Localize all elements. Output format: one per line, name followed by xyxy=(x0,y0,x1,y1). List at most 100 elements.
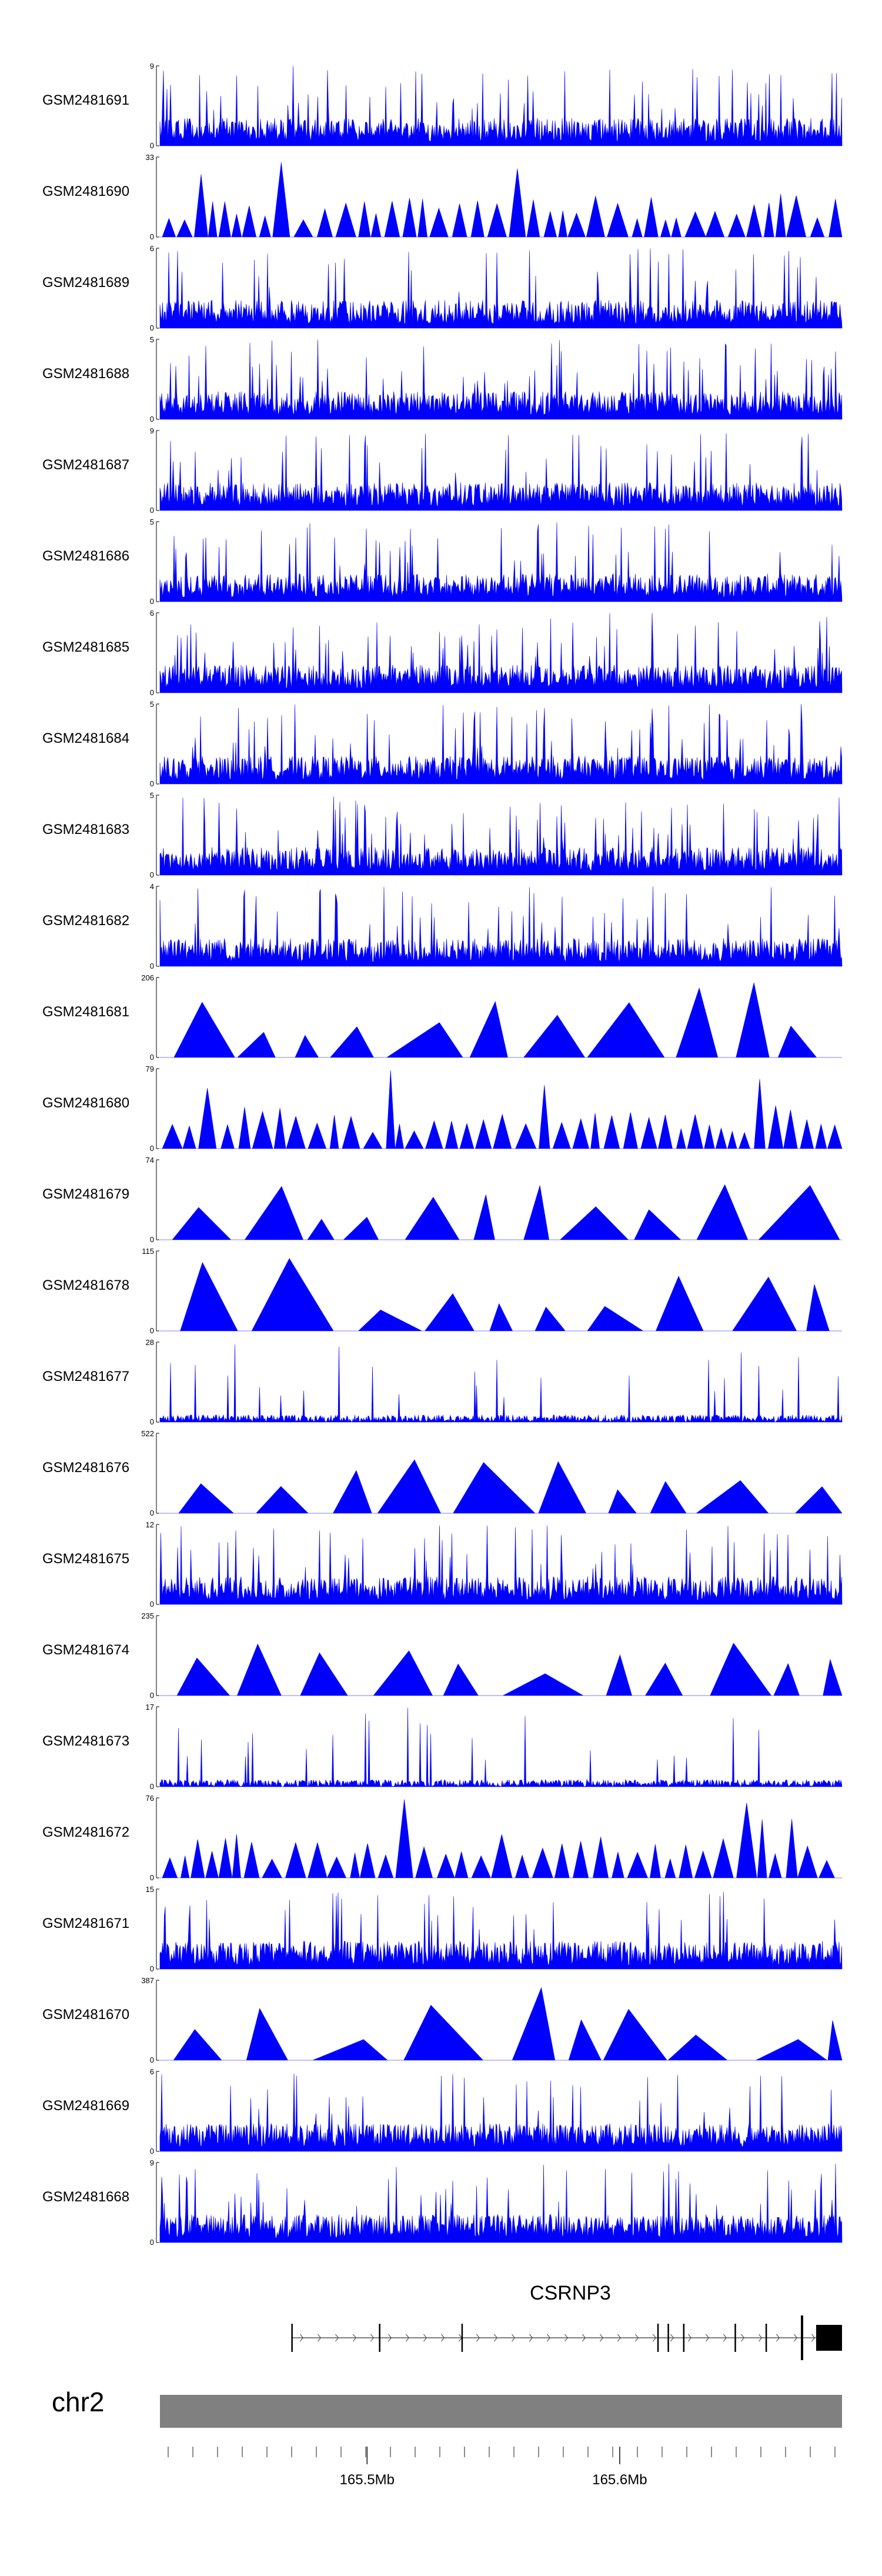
track-label: GSM2481671 xyxy=(42,1916,129,1931)
track-label: GSM2481689 xyxy=(42,275,129,291)
y-min-label: 0 xyxy=(150,1691,154,1700)
exon xyxy=(765,2324,767,2352)
exon xyxy=(291,2324,293,2352)
track-GSM2481681: GSM2481681 206 0 xyxy=(42,973,842,1062)
signal-area xyxy=(159,66,843,146)
strand-arrow xyxy=(476,2334,480,2342)
track-label: GSM2481675 xyxy=(42,1551,129,1567)
track-label: GSM2481668 xyxy=(42,2189,129,2205)
track-GSM2481690: GSM2481690 33 0 xyxy=(42,153,843,241)
strand-arrow xyxy=(599,2334,604,2342)
exon xyxy=(667,2324,669,2352)
ideogram-track: chr2 xyxy=(52,2387,842,2428)
track-GSM2481682: GSM2481682 4 0 xyxy=(42,882,843,970)
exon-3prime xyxy=(816,2325,842,2351)
strand-arrow xyxy=(723,2334,727,2342)
signal-area xyxy=(159,433,843,511)
track-label: GSM2481673 xyxy=(42,1733,129,1749)
y-max-label: 17 xyxy=(146,1703,154,1711)
y-max-label: 5 xyxy=(150,791,154,800)
track-label: GSM2481679 xyxy=(42,1186,129,1202)
track-label: GSM2481678 xyxy=(42,1277,129,1293)
strand-arrow xyxy=(776,2334,780,2342)
y-min-label: 0 xyxy=(150,1600,154,1609)
y-min-label: 0 xyxy=(150,688,154,697)
signal-area xyxy=(159,1707,843,1787)
track-label: GSM2481690 xyxy=(42,183,129,199)
genome-axis: 165.5Mb 165.6Mb xyxy=(168,2447,836,2488)
y-min-label: 0 xyxy=(150,323,154,332)
signal-area xyxy=(160,1643,843,1696)
signal-area xyxy=(159,704,843,785)
y-min-label: 0 xyxy=(150,232,154,241)
signal-area xyxy=(159,1891,843,1970)
signal-area xyxy=(159,522,843,602)
y-min-label: 0 xyxy=(150,962,154,970)
data-tracks: GSM248169190GSM2481690330GSM248168960GSM… xyxy=(42,62,843,2247)
x-tick-label: 165.5Mb xyxy=(340,2472,395,2488)
signal-area xyxy=(159,1525,843,1605)
strand-arrow xyxy=(423,2334,427,2342)
signal-area xyxy=(159,339,843,420)
strand-arrow xyxy=(687,2334,692,2342)
track-label: GSM2481682 xyxy=(42,913,129,929)
y-max-label: 115 xyxy=(142,1247,154,1256)
exon xyxy=(657,2324,659,2352)
track-label: GSM2481686 xyxy=(42,548,129,564)
chromosome-label: chr2 xyxy=(52,2387,104,2417)
track-GSM2481669: GSM2481669 6 0 xyxy=(42,2067,843,2155)
signal-area xyxy=(159,248,843,329)
y-min-label: 0 xyxy=(150,506,154,515)
y-max-label: 5 xyxy=(150,700,154,709)
track-GSM2481677: GSM2481677 28 0 xyxy=(42,1338,843,1426)
y-min-label: 0 xyxy=(150,415,154,423)
y-min-label: 0 xyxy=(150,2238,154,2247)
signal-area xyxy=(159,2163,843,2243)
y-min-label: 0 xyxy=(150,1782,154,1791)
y-min-label: 0 xyxy=(150,1964,154,1973)
signal-area xyxy=(160,1987,843,2061)
track-GSM2481688: GSM2481688 5 0 xyxy=(42,335,843,423)
strand-arrow xyxy=(740,2334,745,2342)
gene-track: CSRNP3 xyxy=(291,2282,842,2360)
track-label: GSM2481676 xyxy=(42,1460,129,1476)
chromosome-bar xyxy=(160,2395,842,2428)
x-tick-label: 165.6Mb xyxy=(592,2472,647,2488)
strand-arrow xyxy=(634,2334,639,2342)
track-label: GSM2481680 xyxy=(42,1095,129,1111)
y-max-label: 4 xyxy=(150,882,154,891)
track-label: GSM2481683 xyxy=(42,822,129,837)
strand-arrow xyxy=(582,2334,586,2342)
exon xyxy=(801,2315,803,2360)
track-GSM2481674: GSM2481674 235 0 xyxy=(42,1611,843,1700)
exon xyxy=(734,2324,736,2352)
strand-arrow xyxy=(793,2334,798,2342)
gene-label: CSRNP3 xyxy=(530,2282,611,2304)
y-min-label: 0 xyxy=(150,141,154,150)
signal-area xyxy=(159,2073,843,2152)
strand-arrow xyxy=(529,2334,533,2342)
signal-area xyxy=(160,1459,843,1514)
strand-arrow xyxy=(405,2334,410,2342)
track-GSM2481676: GSM2481676 522 0 xyxy=(42,1429,843,1517)
signal-area xyxy=(159,1344,843,1423)
track-GSM2481686: GSM2481686 5 0 xyxy=(42,518,843,606)
y-max-label: 79 xyxy=(146,1065,154,1073)
y-min-label: 0 xyxy=(150,1235,154,1244)
track-GSM2481670: GSM2481670 387 0 xyxy=(42,1976,843,2064)
y-max-label: 76 xyxy=(146,1794,154,1803)
signal-area xyxy=(159,796,843,876)
y-min-label: 0 xyxy=(150,1417,154,1426)
y-max-label: 9 xyxy=(150,62,154,71)
track-GSM2481673: GSM2481673 17 0 xyxy=(42,1703,843,1791)
y-min-label: 0 xyxy=(150,1509,154,1517)
y-min-label: 0 xyxy=(150,597,154,606)
y-min-label: 0 xyxy=(150,1326,154,1335)
signal-area xyxy=(160,162,843,238)
track-label: GSM2481677 xyxy=(42,1369,129,1384)
track-GSM2481680: GSM2481680 79 0 xyxy=(42,1065,843,1153)
strand-arrow xyxy=(705,2334,710,2342)
track-GSM2481691: GSM2481691 9 0 xyxy=(42,62,843,150)
strand-arrow xyxy=(670,2334,674,2342)
y-min-label: 0 xyxy=(150,1144,154,1153)
